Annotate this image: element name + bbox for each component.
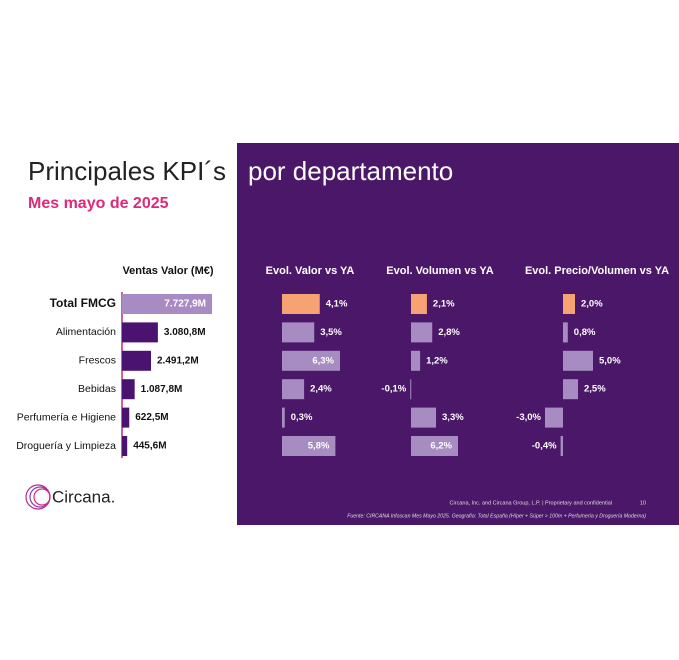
chart-title: Ventas Valor (M€)	[122, 265, 213, 277]
title-left: Principales KPI´s	[28, 156, 226, 186]
value-label: 1,2%	[426, 355, 448, 366]
value-label: 3.080,8M	[164, 327, 206, 338]
bar	[122, 322, 158, 343]
bar	[411, 436, 458, 456]
value-label: 2.491,2M	[157, 355, 199, 366]
category-label: Droguería y Limpieza	[16, 440, 116, 452]
value-label: 2,4%	[310, 384, 332, 395]
bar	[282, 294, 320, 314]
bar	[410, 379, 412, 400]
bar	[411, 322, 433, 343]
bar	[563, 322, 568, 343]
bar	[563, 379, 578, 400]
subtitle: Mes mayo de 2025	[28, 195, 169, 212]
value-label: -0,1%	[381, 384, 406, 395]
bar	[560, 436, 563, 456]
bar	[563, 350, 593, 371]
bar	[282, 407, 285, 428]
value-label: 3,5%	[320, 327, 342, 338]
footer-page: 10	[640, 500, 646, 506]
value-label: -0,4%	[532, 441, 557, 452]
title-right: por departamento	[248, 156, 453, 186]
value-label: 622,5M	[135, 412, 168, 423]
category-label: Alimentación	[56, 326, 116, 338]
bar	[411, 407, 437, 428]
value-label: 0,3%	[291, 412, 313, 423]
value-label: 1.087,8M	[141, 384, 183, 395]
value-label: 6,3%	[312, 355, 334, 366]
value-label: 7.727,9M	[164, 299, 206, 310]
value-label: 2,8%	[438, 327, 460, 338]
bar	[122, 294, 212, 314]
bar	[122, 379, 135, 400]
bar	[122, 350, 152, 371]
chart-title: Evol. Volumen vs YA	[386, 265, 493, 277]
value-label: 4,1%	[326, 299, 348, 310]
bar	[282, 379, 305, 400]
bar	[563, 294, 575, 314]
bar	[411, 350, 421, 371]
value-label: 0,8%	[574, 327, 596, 338]
bar	[282, 350, 340, 371]
chart-title: Evol. Valor vs YA	[266, 265, 355, 277]
category-label: Bebidas	[78, 383, 116, 395]
value-label: 5,0%	[599, 355, 621, 366]
footer-source: Fuente: CIRCANA Infoscan Mes Mayo 2025. …	[347, 513, 646, 519]
bar	[122, 436, 128, 456]
value-label: 5,8%	[308, 441, 330, 452]
value-label: -3,0%	[516, 412, 541, 423]
bar	[282, 322, 315, 343]
value-label: 445,6M	[133, 441, 166, 452]
bar	[411, 294, 427, 314]
chart-title: Evol. Precio/Volumen vs YA	[525, 265, 669, 277]
footer-copyright: Circana, Inc. and Circana Group, L.P. | …	[450, 500, 612, 506]
logo-text: Circana.	[52, 487, 115, 506]
value-label: 2,0%	[581, 299, 603, 310]
value-label: 3,3%	[442, 412, 464, 423]
category-label: Frescos	[79, 355, 116, 367]
logo-mark	[25, 484, 51, 510]
bar	[282, 436, 336, 456]
bar	[122, 407, 130, 428]
category-label: Total FMCG	[50, 296, 116, 310]
value-label: 2,5%	[584, 384, 606, 395]
category-label: Perfumería e Higiene	[17, 411, 116, 423]
value-label: 2,1%	[433, 299, 455, 310]
value-label: 6,2%	[430, 441, 452, 452]
bar	[545, 407, 563, 428]
